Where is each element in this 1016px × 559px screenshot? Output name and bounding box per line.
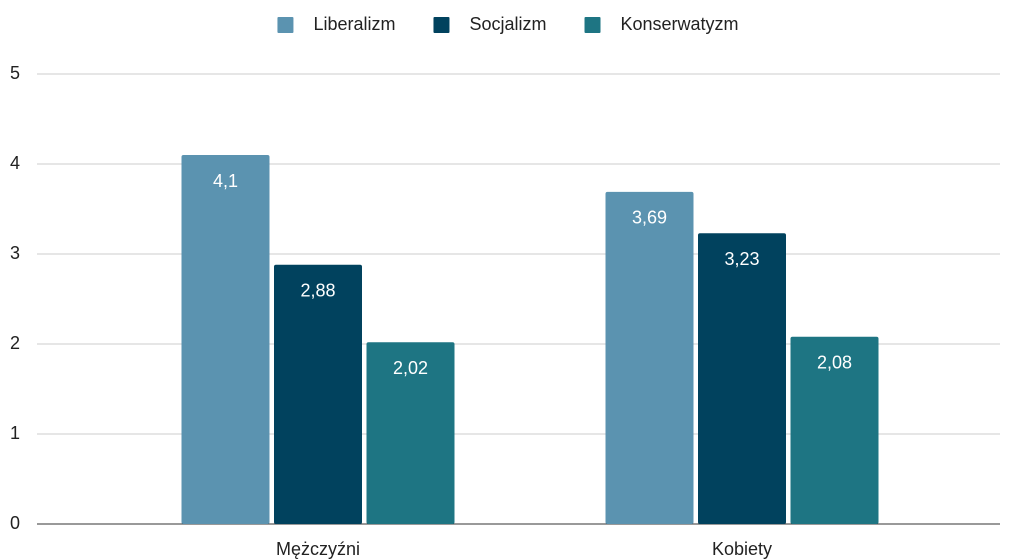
y-tick-label: 3 <box>10 243 20 263</box>
y-tick-label: 5 <box>10 63 20 83</box>
bar <box>790 336 879 524</box>
bar <box>366 342 455 524</box>
legend-swatch <box>433 17 450 33</box>
value-label: 3,69 <box>632 208 667 228</box>
value-label: 2,08 <box>817 353 852 373</box>
bar <box>274 264 362 524</box>
value-label: 2,88 <box>300 281 335 301</box>
x-tick-label: Mężczyźni <box>276 539 360 559</box>
y-tick-label: 4 <box>10 153 20 173</box>
y-tick-label: 2 <box>10 333 20 353</box>
legend-swatch <box>277 17 294 33</box>
value-label: 3,23 <box>724 249 759 269</box>
x-tick-label: Kobiety <box>712 539 772 559</box>
bar <box>698 233 786 525</box>
bar <box>605 191 694 524</box>
legend-label: Liberalizm <box>313 14 395 34</box>
y-tick-label: 0 <box>10 513 20 533</box>
value-label: 2,02 <box>393 358 428 378</box>
y-tick-label: 1 <box>10 423 20 443</box>
legend-swatch <box>584 17 601 33</box>
bar <box>181 155 270 524</box>
legend-label: Konserwatyzm <box>621 14 739 34</box>
value-label: 4,1 <box>213 171 238 191</box>
legend-label: Socjalizm <box>469 14 546 34</box>
